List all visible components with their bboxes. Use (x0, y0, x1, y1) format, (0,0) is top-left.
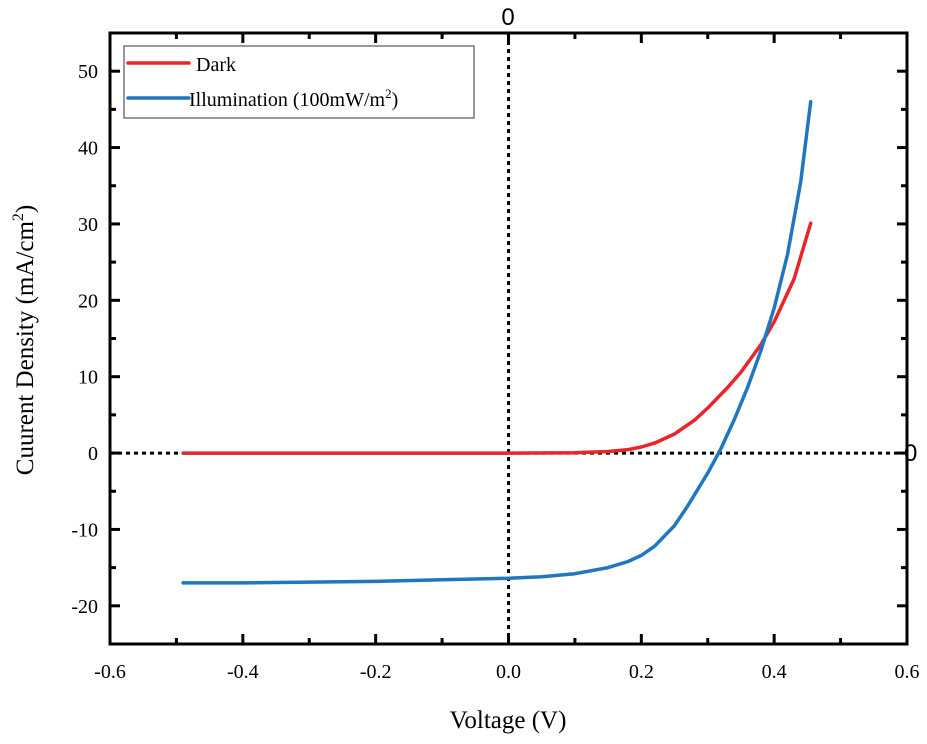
y-tick-label: 10 (78, 367, 98, 389)
legend-box (123, 45, 475, 119)
x-tick-label: -0.2 (360, 661, 392, 683)
x-tick-label: 0.2 (629, 661, 654, 683)
y-tick-label: -20 (71, 596, 98, 618)
y-tick-label: -10 (71, 519, 98, 541)
y-tick-label: 50 (78, 61, 98, 83)
x-tick-label: 0.4 (762, 661, 787, 683)
legend-label-illumination-end: ) (392, 89, 399, 111)
x-tick-label: 0.6 (895, 661, 920, 683)
y-tick-label: 20 (78, 290, 98, 312)
x-axis-title: Voltage (V) (450, 707, 567, 734)
y-axis-title-sup: 2 (10, 213, 27, 221)
y-tick-label: 0 (88, 443, 98, 465)
y-tick-label: 30 (78, 214, 98, 236)
y-zero-reference-label: 0 (904, 440, 917, 467)
legend-label-illumination: Illumination (100mW/m2) (189, 86, 398, 111)
series-illumination-line (181, 99, 813, 585)
y-tick-label: 40 (78, 138, 98, 160)
series-dark-line (181, 221, 813, 455)
legend-label-illumination-sup: 2 (385, 86, 392, 101)
chart-marks: -0.6 -0.4 -0.2 0.0 0.2 0.4 0.6-20-100102030405… (71, 31, 920, 683)
legend-label-illumination-main: Illumination (100mW/m (189, 89, 386, 111)
y-axis-title-end: ) (12, 205, 39, 213)
legend-label-dark: Dark (196, 54, 236, 76)
x-tick-label: -0.4 (227, 661, 259, 683)
x-tick-label: 0.0 (496, 661, 521, 683)
x-tick-label: -0.6 (94, 661, 126, 683)
y-axis-title: Cuurent Density (mA/cm2) (10, 205, 39, 475)
x-zero-reference-label: 0 (501, 4, 514, 31)
y-axis-title-main: Cuurent Density (mA/cm (12, 221, 39, 476)
